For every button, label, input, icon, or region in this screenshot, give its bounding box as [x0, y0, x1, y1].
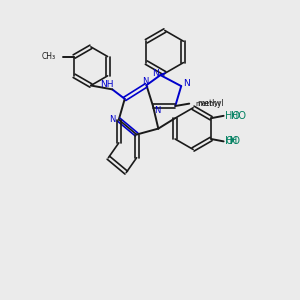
Text: methyl: methyl — [197, 99, 224, 108]
Text: H: H — [230, 136, 238, 146]
Text: HO: HO — [225, 136, 240, 146]
Text: N: N — [184, 79, 190, 88]
Text: N: N — [152, 68, 159, 77]
Text: CH₃: CH₃ — [42, 52, 56, 61]
Text: methyl: methyl — [195, 100, 220, 106]
Text: N: N — [142, 77, 148, 86]
Text: N: N — [109, 115, 116, 124]
Text: NH: NH — [100, 80, 114, 89]
Text: N: N — [154, 106, 160, 115]
Text: O: O — [225, 136, 233, 146]
Text: HO: HO — [225, 111, 240, 121]
Text: HO: HO — [231, 111, 246, 121]
